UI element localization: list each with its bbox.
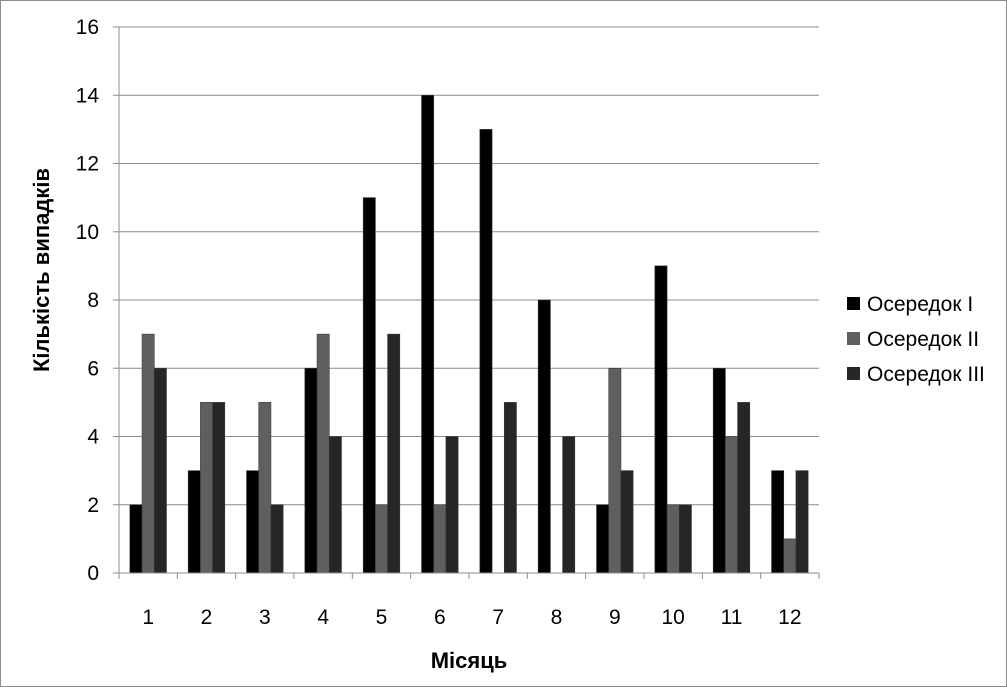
x-tick-labels: 1 2 3 4 5 6 7 8 9 10 11 12 bbox=[142, 606, 801, 629]
x-tick-label: 1 bbox=[142, 606, 154, 629]
x-axis-title: Місяць bbox=[431, 648, 508, 673]
legend-swatch bbox=[847, 367, 860, 380]
x-tick-label: 10 bbox=[661, 606, 684, 629]
bar bbox=[375, 504, 388, 574]
bar bbox=[141, 333, 155, 574]
x-tick-label: 5 bbox=[376, 606, 388, 629]
axes bbox=[113, 26, 820, 579]
gridlines bbox=[119, 26, 819, 506]
bar bbox=[328, 436, 342, 574]
x-tick-label: 4 bbox=[317, 606, 329, 629]
x-tick-label: 6 bbox=[434, 606, 446, 629]
x-tick-label: 8 bbox=[551, 606, 563, 629]
bar bbox=[678, 504, 692, 574]
bar bbox=[304, 367, 318, 574]
bars bbox=[129, 94, 809, 574]
legend-swatch bbox=[847, 332, 860, 345]
legend-swatch bbox=[847, 297, 860, 310]
bar bbox=[537, 299, 551, 574]
y-tick-label: 10 bbox=[76, 221, 99, 244]
legend-item: Осередок III bbox=[847, 363, 985, 386]
bar bbox=[712, 367, 726, 574]
bar bbox=[562, 436, 576, 574]
y-tick-label: 4 bbox=[87, 426, 99, 449]
bar bbox=[316, 333, 330, 574]
y-tick-labels: 0 2 4 6 8 10 12 14 16 bbox=[76, 16, 100, 585]
bar bbox=[503, 402, 517, 574]
y-tick-label: 12 bbox=[76, 153, 99, 176]
bar bbox=[445, 436, 459, 574]
bar bbox=[771, 470, 785, 574]
bar bbox=[212, 402, 226, 574]
bar bbox=[258, 402, 272, 574]
bar bbox=[362, 197, 376, 574]
bar bbox=[737, 402, 751, 574]
bar bbox=[246, 470, 260, 574]
bar bbox=[153, 367, 167, 574]
y-tick-label: 8 bbox=[87, 289, 99, 312]
y-tick-label: 2 bbox=[87, 494, 99, 517]
legend-label: Осередок III bbox=[867, 363, 985, 386]
y-tick-label: 0 bbox=[87, 562, 99, 585]
bar bbox=[608, 367, 622, 574]
x-tick-label: 9 bbox=[609, 606, 621, 629]
x-tick-label: 2 bbox=[201, 606, 213, 629]
x-tick-label: 7 bbox=[492, 606, 504, 629]
legend-item: Осередок II bbox=[847, 328, 979, 351]
legend-label: Осередок I bbox=[867, 293, 973, 316]
bar bbox=[596, 504, 610, 574]
bar bbox=[187, 470, 201, 574]
x-tick-label: 12 bbox=[778, 606, 801, 629]
bar bbox=[654, 265, 668, 574]
y-tick-label: 14 bbox=[76, 84, 100, 107]
bar bbox=[129, 504, 143, 574]
bar bbox=[783, 538, 797, 574]
bar bbox=[795, 470, 809, 574]
bar bbox=[666, 504, 680, 574]
y-tick-label: 16 bbox=[76, 16, 99, 39]
y-axis-title: Кількість випадків bbox=[29, 168, 54, 372]
bar bbox=[387, 333, 401, 574]
bar bbox=[270, 504, 284, 574]
legend-item: Осередок I bbox=[847, 293, 973, 316]
bar bbox=[479, 129, 493, 574]
bar bbox=[200, 402, 213, 574]
y-tick-label: 6 bbox=[87, 357, 99, 380]
x-tick-label: 3 bbox=[259, 606, 271, 629]
legend-label: Осередок II bbox=[867, 328, 979, 351]
bar bbox=[620, 470, 634, 574]
legend: Осередок I Осередок II Осередок III bbox=[847, 293, 985, 386]
bar bbox=[725, 436, 738, 574]
bar bbox=[433, 504, 447, 574]
bar bbox=[421, 94, 435, 574]
x-tick-label: 11 bbox=[721, 606, 743, 629]
